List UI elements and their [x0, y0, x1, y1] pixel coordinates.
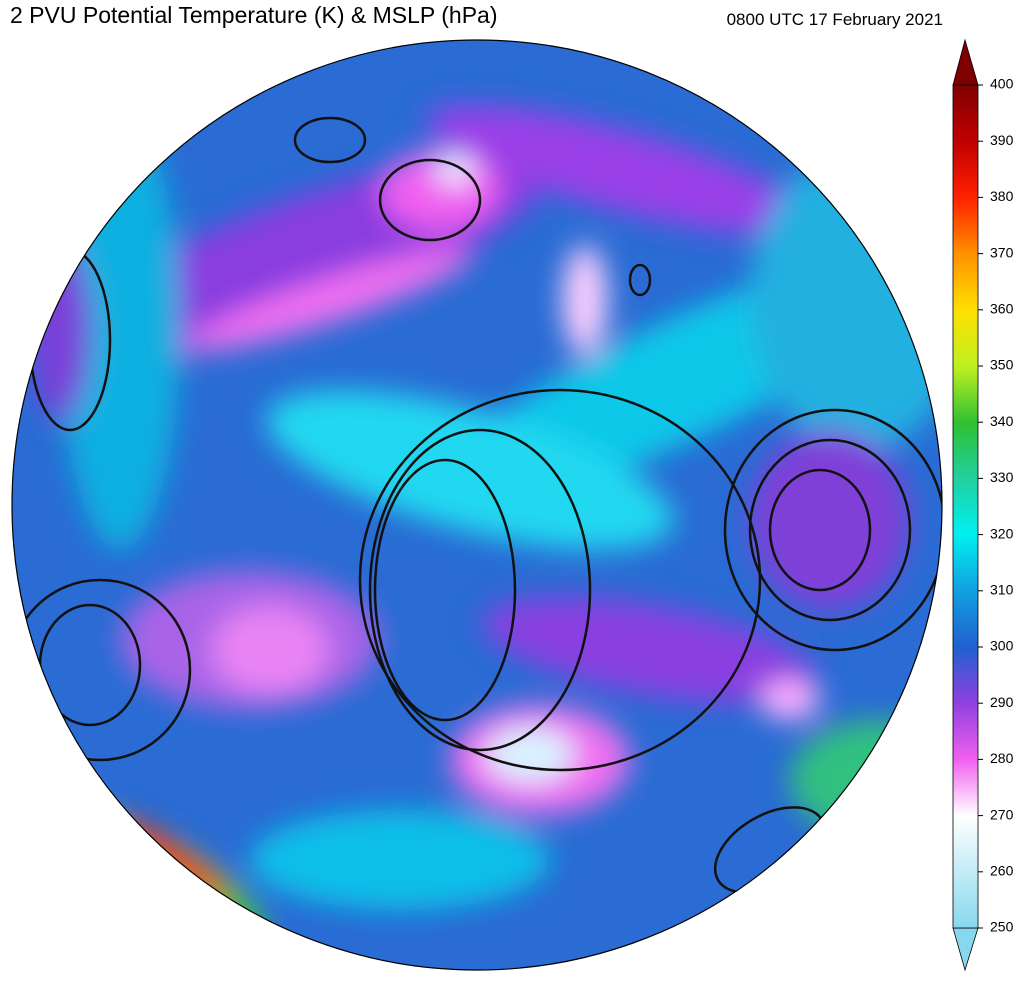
colorbar-tick-label: 390 [990, 132, 1014, 148]
colorbar-tick-label: 250 [990, 919, 1014, 935]
map-title: 2 PVU Potential Temperature (K) & MSLP (… [10, 2, 497, 28]
colorbar-tick-label: 310 [990, 582, 1014, 598]
timestamp: 0800 UTC 17 February 2021 [727, 10, 943, 29]
colorbar [952, 38, 979, 972]
colorbar-tick-label: 300 [990, 638, 1014, 654]
colorbar-tick-label: 380 [990, 188, 1014, 204]
globe-map [12, 40, 942, 970]
colorbar-tick-label: 320 [990, 525, 1014, 541]
colorbar-tick-label: 290 [990, 694, 1014, 710]
colorbar-tick-label: 260 [990, 863, 1014, 879]
colorbar-tick-label: 360 [990, 301, 1014, 317]
colorbar-tick-label: 370 [990, 244, 1014, 260]
colorbar-tick-label: 330 [990, 469, 1014, 485]
colorbar-tick-label: 350 [990, 357, 1014, 373]
colorbar-tick-label: 340 [990, 413, 1014, 429]
colorbar-tick-label: 280 [990, 750, 1014, 766]
colorbar-tick-label: 270 [990, 806, 1014, 822]
colorbar-tick-label: 400 [990, 76, 1014, 92]
